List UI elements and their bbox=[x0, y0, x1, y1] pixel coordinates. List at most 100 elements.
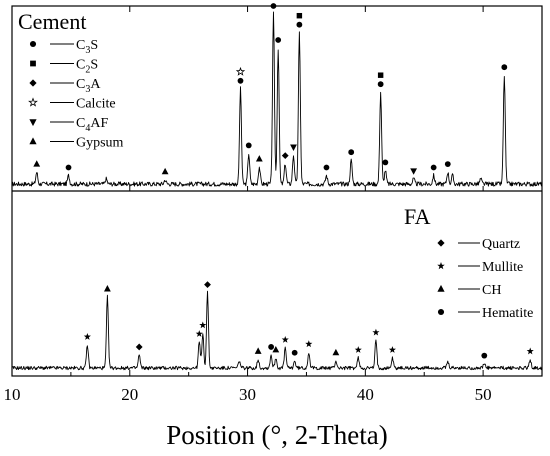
legend-marker-triangle-up bbox=[437, 284, 445, 292]
legend-label-text: AF bbox=[90, 116, 108, 131]
legend-label-subscript: 2 bbox=[85, 65, 90, 76]
legend-marker-diamond bbox=[437, 239, 445, 247]
legend-marker-star-open bbox=[28, 97, 38, 107]
peak-marker-circle bbox=[501, 64, 508, 71]
peak-marker-circle bbox=[65, 164, 72, 171]
legend-label-text: Gypsum bbox=[76, 136, 124, 151]
legend-marker-triangle-down bbox=[29, 119, 37, 127]
legend-entry: Quartz bbox=[437, 237, 520, 252]
legend-label-subscript: 3 bbox=[85, 45, 90, 56]
peak-marker-circle bbox=[291, 349, 298, 356]
peak-marker-star bbox=[526, 347, 534, 355]
peak-marker-triangle-down bbox=[290, 144, 297, 152]
fa-trace bbox=[11, 290, 543, 371]
peak-marker-circle bbox=[348, 149, 355, 156]
legend-label-text: S bbox=[90, 38, 98, 53]
legend-label-text: Quartz bbox=[482, 237, 520, 252]
legend-entry: C4AF bbox=[29, 116, 108, 134]
legend-label: C2S bbox=[76, 58, 98, 76]
peak-marker-circle bbox=[275, 37, 282, 43]
legend-label: C3S bbox=[76, 38, 98, 56]
legend-marker-circle bbox=[29, 40, 37, 48]
legend-entry: Gypsum bbox=[29, 136, 124, 151]
fa-panel: FA Quartz Mullite CH Hematite bbox=[11, 204, 543, 371]
legend-label: Hematite bbox=[482, 306, 533, 321]
legend-label-text: Calcite bbox=[76, 97, 116, 112]
peak-marker-triangle-up bbox=[104, 285, 111, 292]
x-axis-label: Position (°, 2-Theta) bbox=[166, 420, 388, 450]
x-tick-label: 10 bbox=[4, 385, 21, 404]
legend-marker-star bbox=[437, 262, 445, 270]
fa-markers bbox=[83, 281, 534, 359]
x-axis: 10 20 30 40 50 bbox=[4, 6, 543, 404]
peak-marker-star bbox=[354, 346, 362, 353]
peak-marker-triangle-up bbox=[255, 155, 263, 162]
peak-marker-triangle-down bbox=[410, 168, 418, 175]
peak-marker-triangle-up bbox=[332, 348, 340, 356]
legend-label-text: C bbox=[76, 77, 85, 92]
legend-entry: C3S bbox=[29, 38, 98, 56]
legend-marker-diamond bbox=[29, 79, 37, 87]
legend-label-text: A bbox=[90, 77, 101, 92]
legend-label: C3A bbox=[76, 77, 101, 95]
peak-marker-star bbox=[199, 321, 207, 329]
legend-marker-square bbox=[30, 60, 36, 67]
peak-marker-circle bbox=[268, 344, 275, 350]
peak-marker-circle bbox=[377, 81, 384, 88]
peak-marker-square bbox=[296, 12, 303, 19]
peak-marker-diamond bbox=[281, 152, 289, 159]
x-tick-label: 20 bbox=[121, 385, 138, 404]
peak-marker-diamond bbox=[135, 343, 143, 351]
legend-label-text: Hematite bbox=[482, 306, 533, 321]
x-tick-label: 50 bbox=[475, 385, 492, 404]
legend-label: Calcite bbox=[76, 97, 116, 112]
cement-markers bbox=[33, 3, 508, 175]
legend-entry: C2S bbox=[30, 58, 98, 76]
legend-label-text: C bbox=[76, 38, 85, 53]
peak-marker-star bbox=[83, 333, 91, 340]
peak-marker-triangle-up bbox=[272, 345, 280, 353]
peak-marker-circle bbox=[245, 142, 252, 149]
legend-label: Mullite bbox=[482, 260, 523, 275]
legend-label-text: CH bbox=[482, 283, 501, 298]
fa-panel-title: FA bbox=[404, 204, 431, 229]
legend-label-text: C bbox=[76, 116, 85, 131]
peak-marker-circle bbox=[444, 161, 451, 167]
legend-marker-circle bbox=[437, 308, 445, 316]
peak-marker-circle bbox=[237, 77, 244, 84]
peak-marker-star bbox=[372, 328, 380, 336]
peak-marker-triangle-up bbox=[161, 167, 169, 175]
legend-entry: Hematite bbox=[437, 306, 533, 321]
legend-entry: C3A bbox=[29, 77, 101, 95]
peak-marker-circle bbox=[430, 164, 437, 171]
peak-marker-square bbox=[377, 72, 384, 78]
peak-marker-star bbox=[305, 340, 313, 348]
legend-label-subscript: 3 bbox=[85, 84, 90, 95]
peak-marker-star bbox=[195, 330, 203, 337]
legend-label-text: S bbox=[90, 58, 98, 73]
legend-label: CH bbox=[482, 283, 501, 298]
legend-label: C4AF bbox=[76, 116, 108, 134]
x-tick-label: 30 bbox=[239, 385, 256, 404]
legend-label: Quartz bbox=[482, 237, 520, 252]
peak-marker-triangle-up bbox=[33, 160, 41, 167]
peak-marker-circle bbox=[382, 159, 389, 166]
cement-panel-title: Cement bbox=[18, 9, 86, 34]
peak-marker-circle bbox=[481, 352, 488, 359]
cement-trace bbox=[11, 11, 543, 187]
legend-entry: Mullite bbox=[437, 260, 523, 275]
legend-label-text: C bbox=[76, 58, 85, 73]
peak-marker-star-open bbox=[235, 66, 246, 76]
legend-entry: Calcite bbox=[28, 97, 116, 112]
peak-marker-circle bbox=[296, 21, 303, 28]
fa-legend: Quartz Mullite CH Hematite bbox=[437, 237, 533, 321]
legend-label-subscript: 4 bbox=[85, 123, 90, 134]
peak-marker-circle bbox=[270, 3, 277, 9]
peak-marker-diamond bbox=[204, 281, 211, 288]
legend-entry: CH bbox=[437, 283, 501, 298]
peak-marker-star bbox=[388, 346, 396, 353]
legend-marker-triangle-up bbox=[29, 137, 37, 145]
